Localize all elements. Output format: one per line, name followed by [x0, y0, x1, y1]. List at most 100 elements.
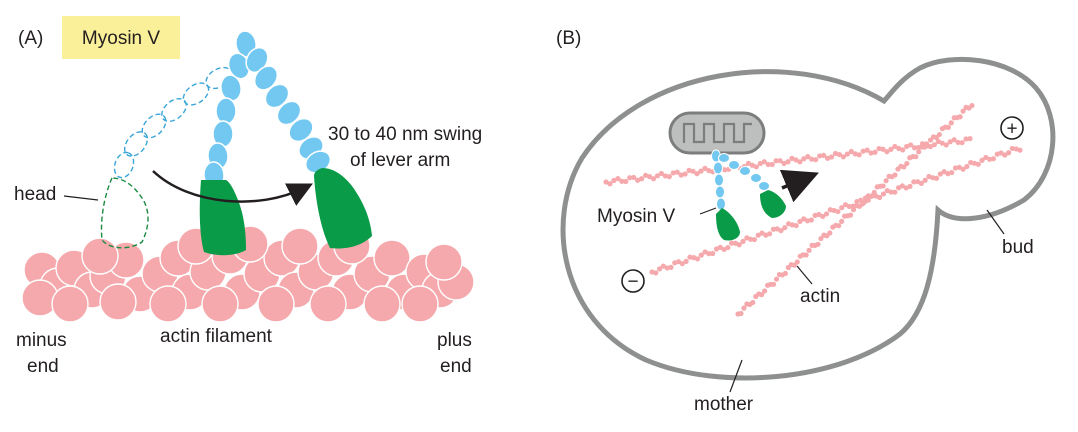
actin-cable-bead [900, 147, 906, 153]
plus-end-marker [1000, 116, 1024, 140]
actin-cable-bead [935, 138, 941, 145]
actin-cable-bead [753, 164, 759, 170]
actin-cable-bead [990, 156, 997, 162]
actin-cable-bead [960, 108, 966, 114]
mitochondrion [668, 111, 766, 155]
actin-cable-bead [967, 136, 973, 142]
minus-symbol: − [627, 272, 638, 293]
actin-cable-bead [653, 270, 659, 276]
actin-cable-bead [832, 150, 839, 157]
swing-label-line1: 30 to 40 nm swing [328, 124, 482, 145]
actin-cable-bead [803, 252, 809, 258]
actin-cable-bead [789, 155, 795, 161]
minus-end-label-line1: minus [16, 330, 67, 351]
actin-cable-bead [856, 152, 862, 158]
plus-end-label-line1: plus [437, 330, 472, 351]
actin-cable-bead [778, 228, 784, 234]
actin-cable-bead [666, 174, 672, 180]
actin-cable-bead [835, 208, 841, 215]
actin-cable-bead [847, 212, 854, 218]
actin-cable-bead [678, 172, 684, 178]
actin-cable-bead [836, 223, 842, 229]
actin-cable-bead [892, 189, 898, 195]
actin-filament [21, 225, 475, 323]
actin-cable-bead [955, 139, 961, 146]
actin-cable-bead [960, 166, 966, 172]
lever-segment [288, 117, 314, 143]
actin-cable-bead [824, 155, 831, 161]
actin-cable-bead [797, 159, 803, 165]
lever-segment [264, 83, 290, 109]
actin-cable-bead [710, 250, 716, 257]
actin-cable-bead [876, 145, 882, 152]
actin-cable-bead [815, 241, 821, 247]
actin-cable-bead [827, 230, 833, 236]
actin-cable-bead [694, 171, 700, 177]
actin-cable-bead [749, 162, 755, 168]
actin-cable-bead [880, 191, 887, 197]
myosin-v-lever-segment [758, 181, 770, 191]
actin-cable-bead [888, 146, 894, 152]
mother-label: mother [694, 394, 754, 415]
actin-cable-bead [844, 151, 850, 157]
actin-cable-bead [773, 158, 779, 164]
actin-cable-bead [839, 205, 845, 211]
actin-cable-bead [635, 177, 641, 183]
actin-cable-bead [930, 175, 936, 181]
panel-b: (B) + − Myosin V bud actin mother [556, 28, 1056, 415]
actin-cable-bead [793, 157, 799, 163]
actin-cable-bead [1002, 152, 1008, 158]
myosin-v-head-right [760, 190, 786, 218]
actin-cable-bead [884, 149, 890, 155]
myosin-v-lever-segment [718, 153, 730, 163]
panel-a-label: (A) [18, 28, 43, 49]
actin-cable-bead [846, 203, 852, 210]
actin-cable-bead [690, 168, 696, 174]
myosin-v-lever-segment [750, 173, 762, 183]
actin-cable-bead [777, 158, 783, 164]
actin-cable-bead [820, 213, 826, 220]
minus-end-label-line2: end [27, 356, 59, 377]
minus-end-marker [621, 269, 645, 293]
actin-cable-bead [654, 173, 661, 179]
actin-cable-bead [670, 170, 676, 176]
title-highlight [62, 16, 180, 59]
lever-arms [203, 30, 332, 189]
actin-cable-bead [936, 131, 943, 138]
actin-cable-bead [892, 143, 898, 150]
lever-segment [253, 65, 279, 91]
myosin-v-label: Myosin V [597, 206, 675, 227]
myosin-v-lever-segment [716, 197, 726, 211]
panel-a: (A) Myosin V [14, 16, 482, 377]
actin-cable-bead [611, 177, 617, 184]
panel-a-title: Myosin V [82, 28, 160, 49]
bud-leader [986, 209, 1005, 235]
actin-cable-bead [658, 170, 664, 177]
actin-cable-bead [933, 175, 940, 181]
actin-cable-bead [767, 231, 773, 237]
actin-cable-bead [769, 161, 775, 168]
actin-cable-bead [745, 160, 752, 166]
actin-cable-bead [794, 259, 800, 265]
actin-cable-bead [948, 120, 954, 126]
actin-cable-bead [904, 160, 910, 167]
actin-cable-bead [817, 153, 823, 159]
actin-bead [201, 285, 239, 323]
myosin-v-lever-segment [739, 166, 751, 176]
actin-leader [796, 265, 813, 285]
actin-cable-bead [951, 137, 957, 143]
actin-cable-bead [750, 299, 756, 306]
swing-label-line2: of lever arm [350, 150, 450, 171]
actin-cable-bead [959, 140, 965, 146]
actin-cable-bead [686, 167, 692, 174]
actin-cable-bead [901, 164, 907, 170]
actin-cable-bead [818, 235, 824, 242]
myosin-head-right [314, 168, 372, 249]
actin-cable-bead [757, 160, 763, 167]
actin-cable-bead [957, 114, 963, 120]
actin-cable-bead [964, 163, 970, 170]
actin-bead [81, 237, 119, 275]
lever-segment [245, 46, 269, 74]
actin-cable-bead [619, 178, 625, 184]
